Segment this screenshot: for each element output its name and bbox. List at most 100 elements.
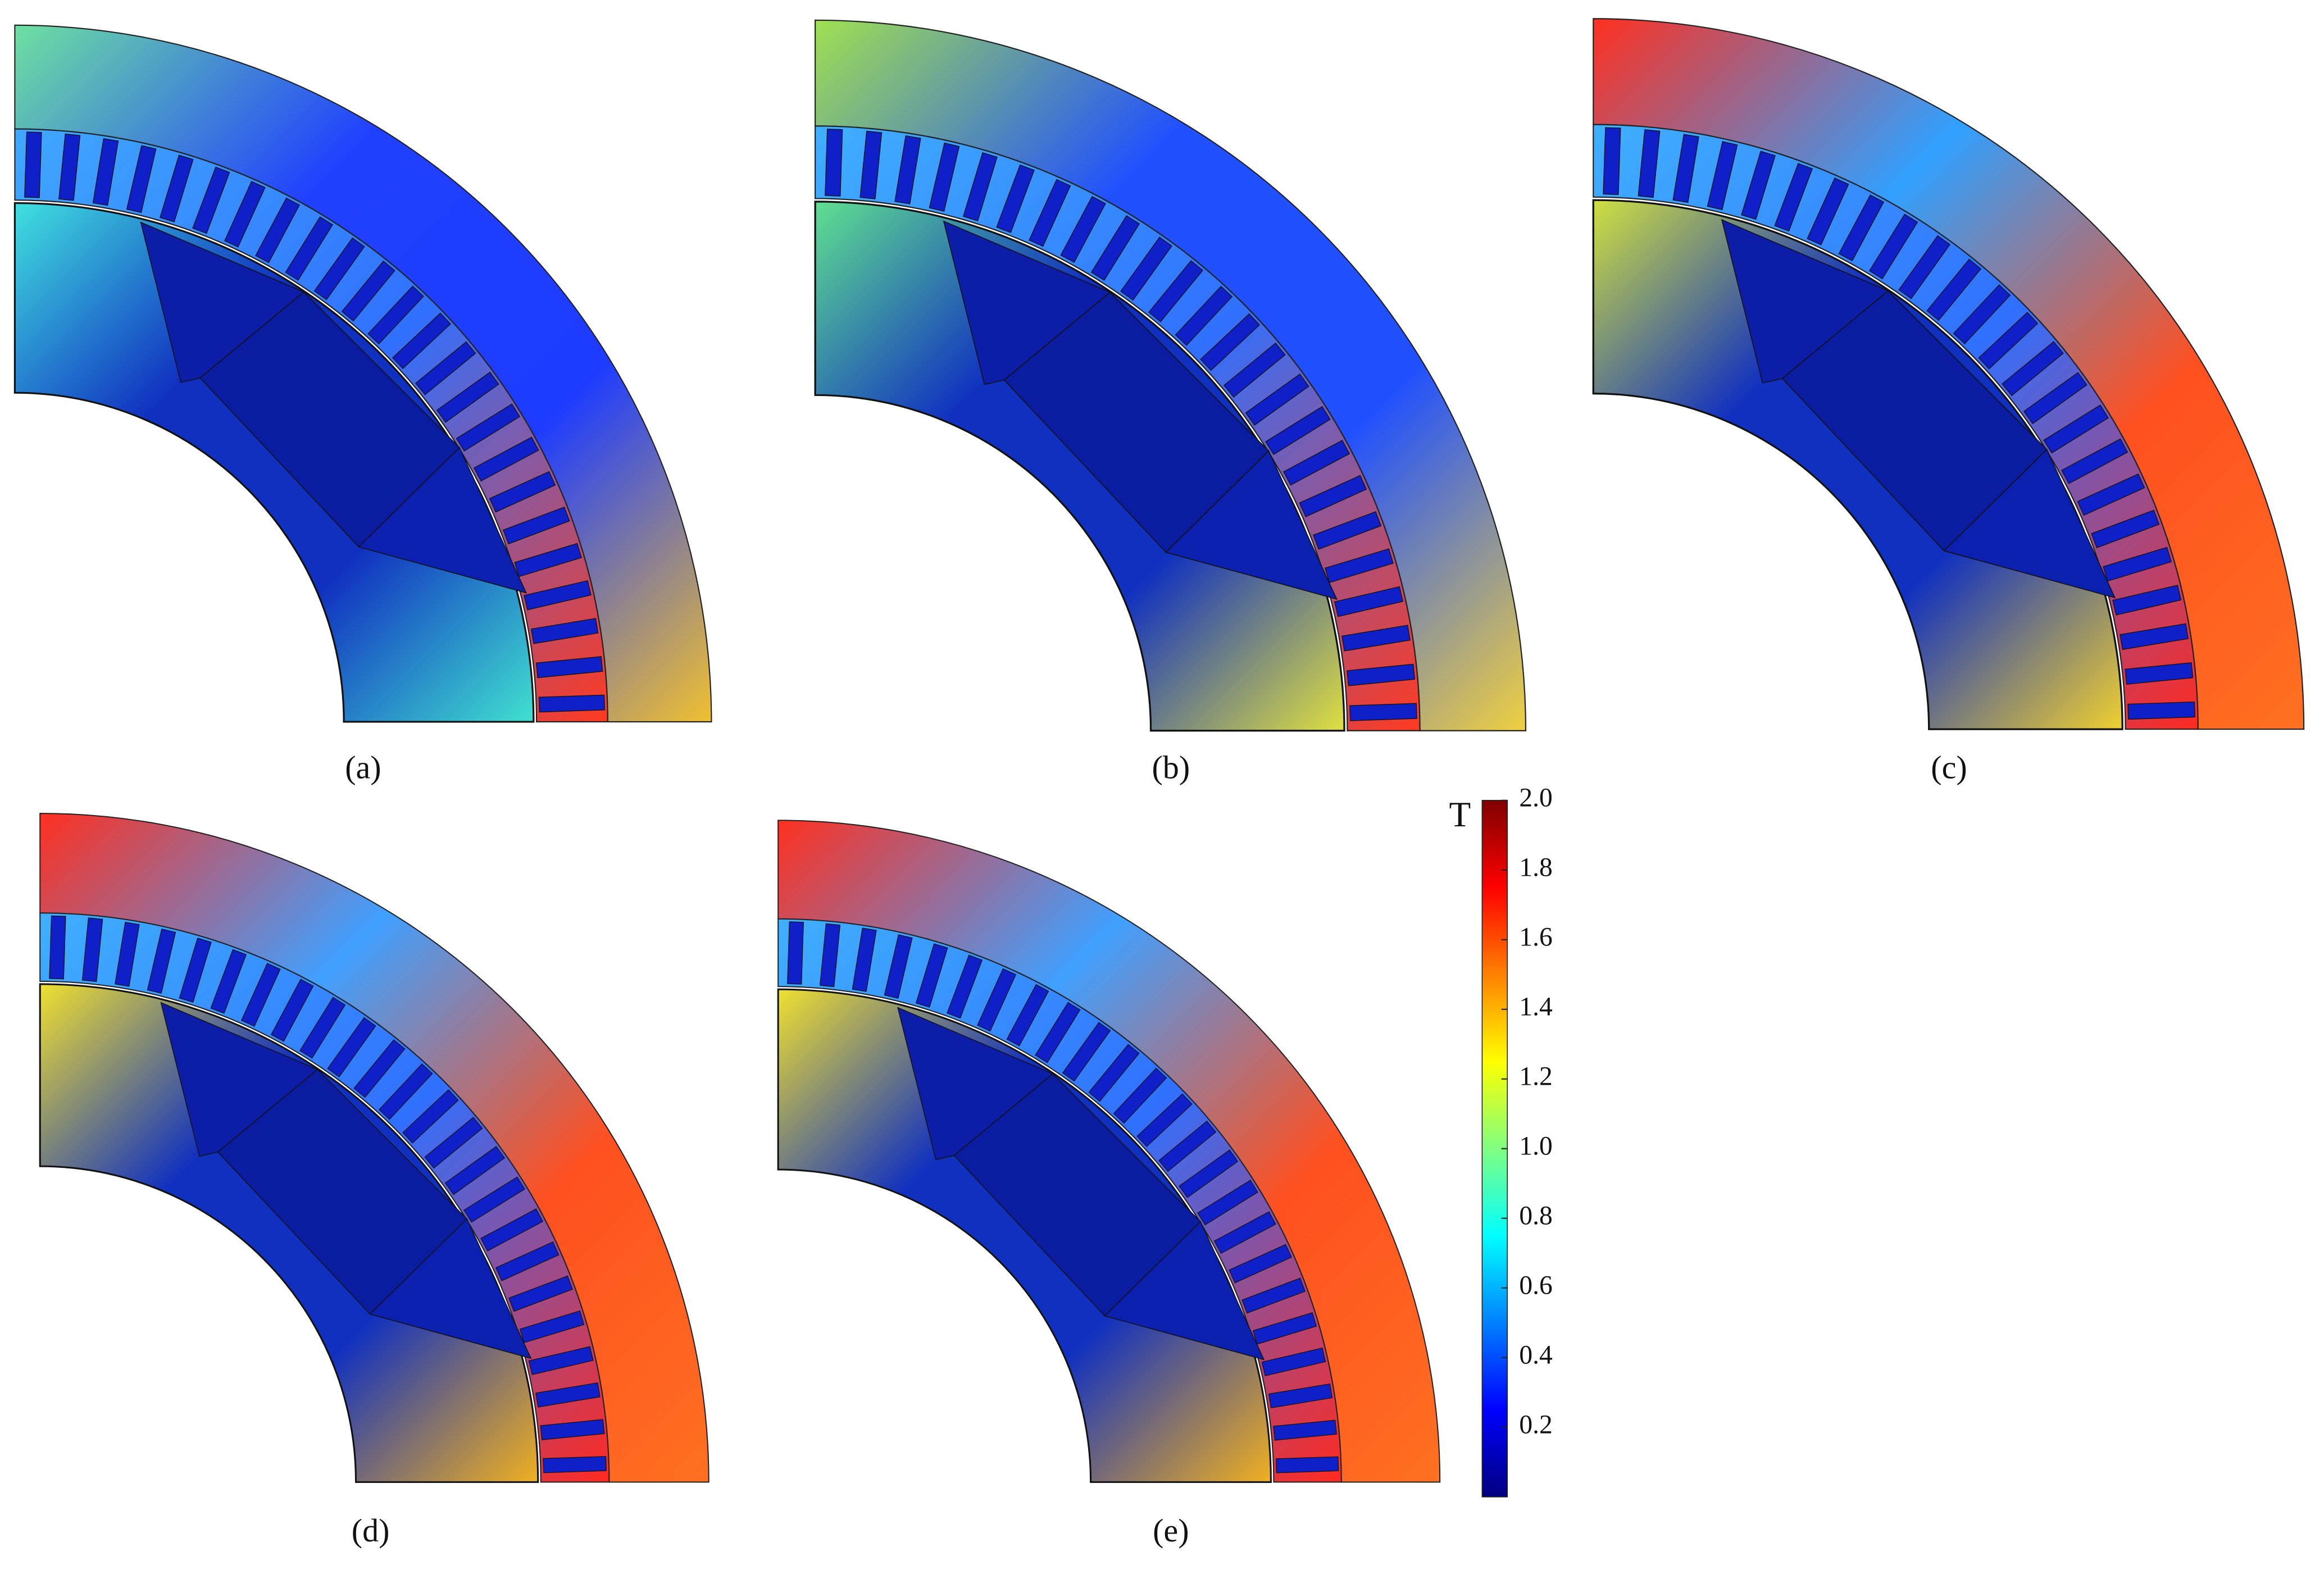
slot (415, 341, 476, 395)
slot (81, 917, 103, 982)
slot (929, 142, 960, 212)
slot (480, 1208, 544, 1252)
colorbar-unit: T (1449, 795, 1471, 834)
slot (2125, 662, 2194, 685)
slot (126, 145, 157, 213)
slot (915, 943, 948, 1008)
slot (1313, 511, 1382, 550)
slot (962, 152, 998, 221)
slot (1213, 1211, 1276, 1254)
slot (313, 237, 365, 301)
slot (514, 543, 582, 577)
slot (495, 1241, 560, 1281)
slot (1341, 625, 1411, 652)
slot (1603, 127, 1621, 195)
colorbar-tick-label: 2.0 (1519, 784, 1552, 813)
slot (179, 938, 212, 1003)
slot (424, 1117, 483, 1169)
slot (1241, 1277, 1306, 1314)
slot (535, 656, 603, 679)
slot (1325, 548, 1394, 583)
magnet (1165, 450, 1338, 600)
slot (1774, 163, 1813, 232)
slot (1252, 1312, 1317, 1345)
slot (1136, 1093, 1193, 1147)
slot (2061, 438, 2129, 484)
panel-label: (a) (345, 749, 381, 785)
slot (2002, 341, 2064, 397)
slot (819, 923, 841, 988)
slot (1035, 1002, 1081, 1063)
slot (1197, 1180, 1258, 1226)
slot (147, 929, 176, 994)
slot (1334, 586, 1404, 617)
slot (1148, 260, 1203, 322)
slot (503, 506, 570, 545)
slot (2103, 547, 2172, 582)
slot (115, 922, 140, 987)
slot (49, 915, 66, 980)
slot (1179, 1149, 1239, 1198)
slot (1672, 134, 1699, 203)
slot (1120, 236, 1172, 301)
slot (825, 129, 843, 197)
slot (2120, 623, 2189, 650)
slot (456, 403, 520, 452)
slot (58, 133, 81, 201)
panel-label: (e) (1153, 1512, 1189, 1549)
slot (530, 618, 599, 644)
colorbar-tick-label: 0.6 (1519, 1271, 1552, 1300)
slot (367, 285, 424, 345)
slot (2112, 584, 2182, 616)
machine-plot (13, 24, 712, 723)
slot (787, 921, 804, 985)
slot (1273, 1420, 1337, 1441)
slot (1062, 1022, 1111, 1082)
slot (1707, 141, 1738, 211)
slot (1349, 703, 1417, 721)
slot (1029, 179, 1071, 247)
slot (1113, 1067, 1167, 1124)
machine-plot (1592, 18, 2305, 730)
slot (341, 260, 395, 322)
panel-label: (b) (1152, 749, 1190, 785)
slot (1060, 195, 1106, 263)
magnet (1943, 448, 2116, 599)
slot (255, 197, 300, 263)
slot (1299, 475, 1367, 517)
slot (538, 694, 606, 713)
colorbar-tick-label: 1.0 (1519, 1132, 1552, 1161)
slot (224, 181, 266, 248)
slot (1741, 151, 1776, 220)
slot (210, 949, 247, 1014)
slot (436, 371, 499, 423)
slot (353, 1039, 406, 1098)
slot (894, 135, 921, 204)
slot (977, 968, 1017, 1032)
slot (1638, 129, 1661, 198)
colorbar-tick-label: 1.4 (1519, 993, 1552, 1022)
magnet (369, 1218, 532, 1359)
slot (1275, 1456, 1339, 1473)
slot (463, 1176, 525, 1223)
slot (1926, 258, 1982, 321)
slot (285, 216, 334, 281)
slot (1898, 235, 1951, 299)
slot (2043, 404, 2109, 454)
slot (1953, 284, 2011, 344)
slot (489, 471, 556, 513)
magnet (1104, 1221, 1265, 1361)
slot (402, 1089, 459, 1144)
slot (1838, 194, 1884, 262)
slot (519, 1310, 585, 1344)
slot (1283, 440, 1350, 486)
slot (1868, 213, 1918, 280)
slot (2077, 473, 2145, 516)
slot (2127, 701, 2195, 720)
slot (379, 1063, 433, 1120)
slot (1088, 1044, 1140, 1102)
colorbar-tick-label: 0.2 (1519, 1411, 1552, 1440)
magnet (357, 447, 527, 594)
